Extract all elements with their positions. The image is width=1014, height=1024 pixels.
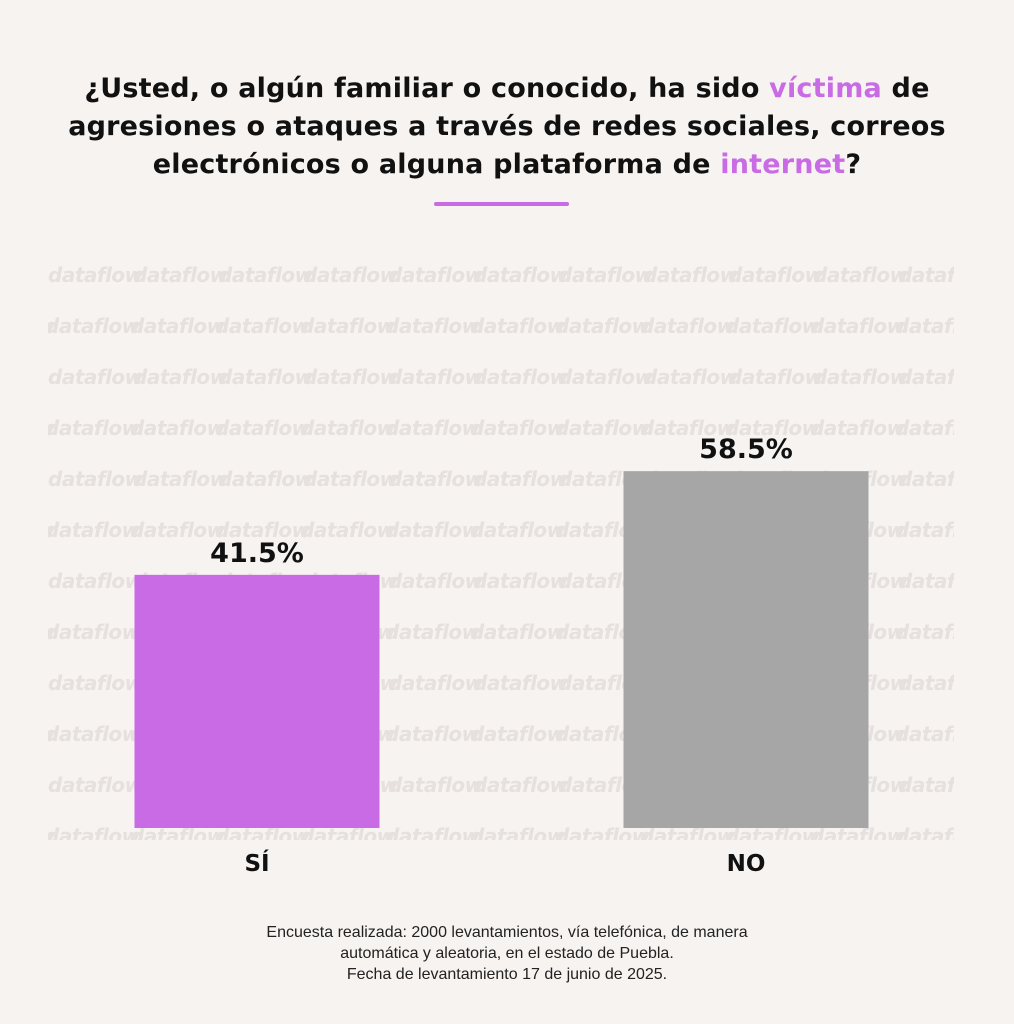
bar-si xyxy=(134,574,380,828)
bar-chart: 41.5% SÍ 58.5% NO xyxy=(134,434,869,877)
value-label-si: 41.5% xyxy=(210,538,304,569)
footnote-line-2: automática y aleatoria, en el estado de … xyxy=(340,945,674,962)
watermark-row: dataflowdataflowdataflowdataflowdataflow… xyxy=(48,263,954,287)
watermark-row: dataflowdataflowdataflowdataflowdataflow… xyxy=(48,416,954,440)
title-part-3: ? xyxy=(845,149,862,180)
title-part-1: ¿Usted, o algún familiar o conocido, ha … xyxy=(84,73,770,104)
chart-title: ¿Usted, o algún familiar o conocido, ha … xyxy=(40,70,974,184)
title-highlight-internet: internet xyxy=(720,149,846,180)
watermark-row: dataflowdataflowdataflowdataflowdataflow… xyxy=(48,314,954,338)
category-label-no: NO xyxy=(727,851,766,877)
bar-no xyxy=(623,471,869,828)
footnote-line-3: Fecha de levantamiento 17 de junio de 20… xyxy=(346,966,668,983)
footnote-line-1: Encuesta realizada: 2000 levantamientos,… xyxy=(266,924,748,941)
survey-footnote: Encuesta realizada: 2000 levantamientos,… xyxy=(150,922,864,985)
title-highlight-victima: víctima xyxy=(769,73,882,104)
title-underline xyxy=(434,202,569,206)
category-label-si: SÍ xyxy=(244,849,269,877)
watermark-row: dataflowdataflowdataflowdataflowdataflow… xyxy=(48,365,954,389)
title-part-2: de agresiones o ataques a través de rede… xyxy=(68,73,946,180)
value-label-no: 58.5% xyxy=(699,434,793,465)
